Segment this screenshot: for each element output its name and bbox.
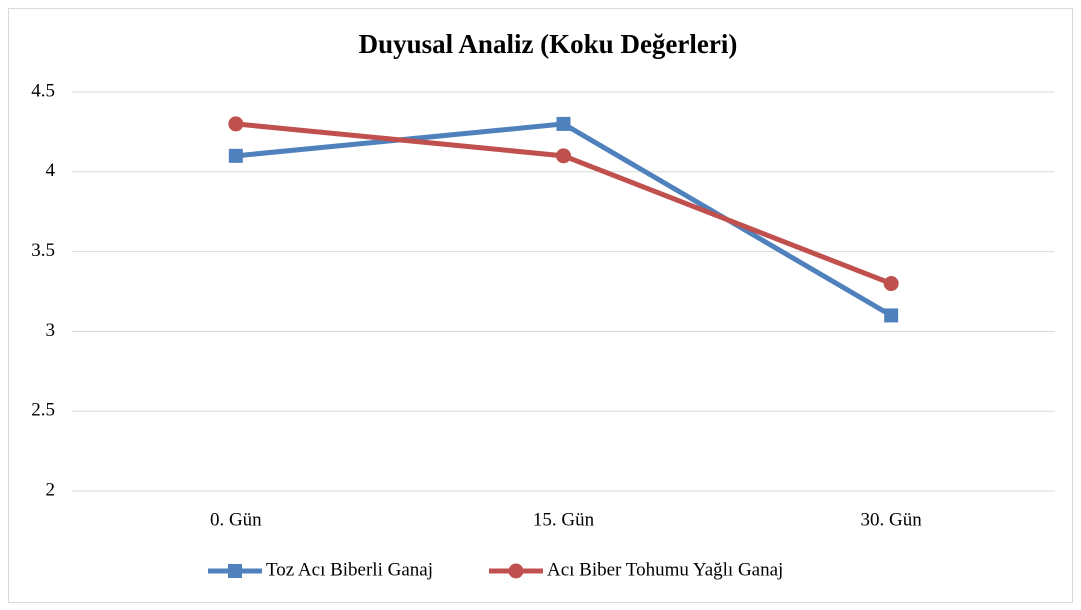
y-tick-label: 2.5	[31, 400, 55, 421]
data-point	[556, 148, 571, 164]
y-tick-label: 3.5	[31, 240, 55, 261]
data-point	[883, 276, 899, 292]
data-point	[228, 116, 244, 132]
x-tick-label: 30. Gün	[861, 509, 923, 530]
y-tick-label: 4	[46, 160, 56, 181]
legend-label: Acı Biber Tohumu Yağlı Ganaj	[547, 559, 783, 580]
x-tick-label: 15. Gün	[533, 509, 595, 530]
legend-marker	[508, 563, 524, 579]
data-point	[228, 148, 243, 163]
y-tick-label: 3	[46, 320, 56, 341]
y-tick-label: 4.5	[31, 80, 55, 101]
x-tick-label: 0. Gün	[210, 509, 262, 530]
chart-border	[8, 8, 1073, 603]
y-tick-label: 2	[46, 479, 56, 500]
data-point	[884, 308, 899, 323]
data-point	[556, 116, 571, 131]
legend-label: Toz Acı Biberli Ganaj	[266, 559, 433, 580]
legend-marker	[228, 564, 242, 578]
chart-title: Duyusal Analiz (Koku Değerleri)	[359, 29, 738, 59]
